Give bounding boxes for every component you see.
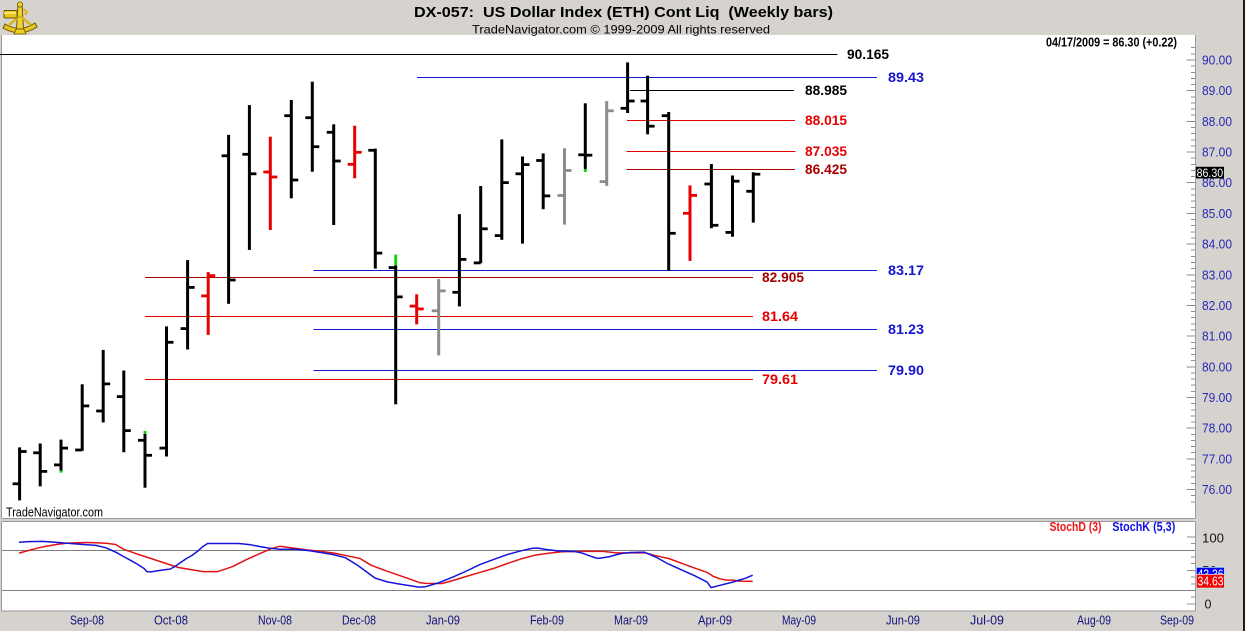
svg-text:81.00: 81.00 <box>1202 330 1232 344</box>
svg-text:Oct-08: Oct-08 <box>154 614 188 628</box>
svg-text:83.17: 83.17 <box>888 263 924 278</box>
svg-text:Dec-08: Dec-08 <box>342 614 376 628</box>
svg-text:85.00: 85.00 <box>1202 207 1232 221</box>
svg-text:84.00: 84.00 <box>1202 238 1232 252</box>
svg-text:StochK (5,3): StochK (5,3) <box>1112 520 1175 534</box>
svg-text:90.165: 90.165 <box>847 47 889 62</box>
svg-text:TradeNavigator.com © 1999-2009: TradeNavigator.com © 1999-2009 All right… <box>472 23 770 37</box>
svg-text:Nov-08: Nov-08 <box>258 614 292 628</box>
svg-text:82.905: 82.905 <box>762 270 804 285</box>
svg-text:Aug-09: Aug-09 <box>1077 614 1111 628</box>
svg-text:89.00: 89.00 <box>1202 84 1232 98</box>
svg-text:76.00: 76.00 <box>1202 483 1232 497</box>
svg-text:81.23: 81.23 <box>888 322 925 337</box>
svg-text:87.035: 87.035 <box>805 144 847 159</box>
svg-text:Feb-09: Feb-09 <box>530 614 564 628</box>
svg-text:Apr-09: Apr-09 <box>698 614 732 628</box>
svg-text:79.61: 79.61 <box>762 372 799 387</box>
svg-text:DX-057: US Dollar Index (ETH): DX-057: US Dollar Index (ETH) Cont Liq (… <box>414 4 833 21</box>
svg-text:Sep-09: Sep-09 <box>1160 614 1194 628</box>
svg-text:88.985: 88.985 <box>805 83 847 98</box>
svg-text:83.00: 83.00 <box>1202 268 1232 282</box>
svg-text:82.00: 82.00 <box>1202 299 1232 313</box>
svg-text:Mar-09: Mar-09 <box>614 614 648 628</box>
svg-text:88.015: 88.015 <box>805 113 847 128</box>
svg-text:Jun-09: Jun-09 <box>886 614 920 628</box>
svg-text:Jan-09: Jan-09 <box>426 614 460 628</box>
svg-text:TradeNavigator.com: TradeNavigator.com <box>6 505 103 520</box>
svg-text:Sep-08: Sep-08 <box>70 614 104 628</box>
svg-text:34.63: 34.63 <box>1198 575 1224 589</box>
svg-text:May-09: May-09 <box>782 614 816 628</box>
svg-text:87.00: 87.00 <box>1202 146 1232 160</box>
svg-text:86.00: 86.00 <box>1202 176 1232 190</box>
svg-text:86.30: 86.30 <box>1197 166 1224 180</box>
svg-text:79.00: 79.00 <box>1202 391 1232 405</box>
svg-text:86.425: 86.425 <box>805 162 847 177</box>
svg-text:89.43: 89.43 <box>888 70 925 85</box>
svg-text:88.00: 88.00 <box>1202 115 1232 129</box>
svg-text:78.00: 78.00 <box>1202 422 1232 436</box>
svg-text:Jul-09: Jul-09 <box>970 614 1004 628</box>
svg-text:100: 100 <box>1202 532 1224 546</box>
svg-text:79.90: 79.90 <box>888 363 924 378</box>
svg-text:90.00: 90.00 <box>1202 54 1232 68</box>
svg-text:0: 0 <box>1205 597 1212 611</box>
svg-text:04/17/2009 = 86.30 (+0.22): 04/17/2009 = 86.30 (+0.22) <box>1046 36 1177 50</box>
svg-text:80.00: 80.00 <box>1202 360 1232 374</box>
svg-text:81.64: 81.64 <box>762 309 799 324</box>
svg-text:StochD (3): StochD (3) <box>1050 520 1102 534</box>
svg-text:77.00: 77.00 <box>1202 452 1232 466</box>
